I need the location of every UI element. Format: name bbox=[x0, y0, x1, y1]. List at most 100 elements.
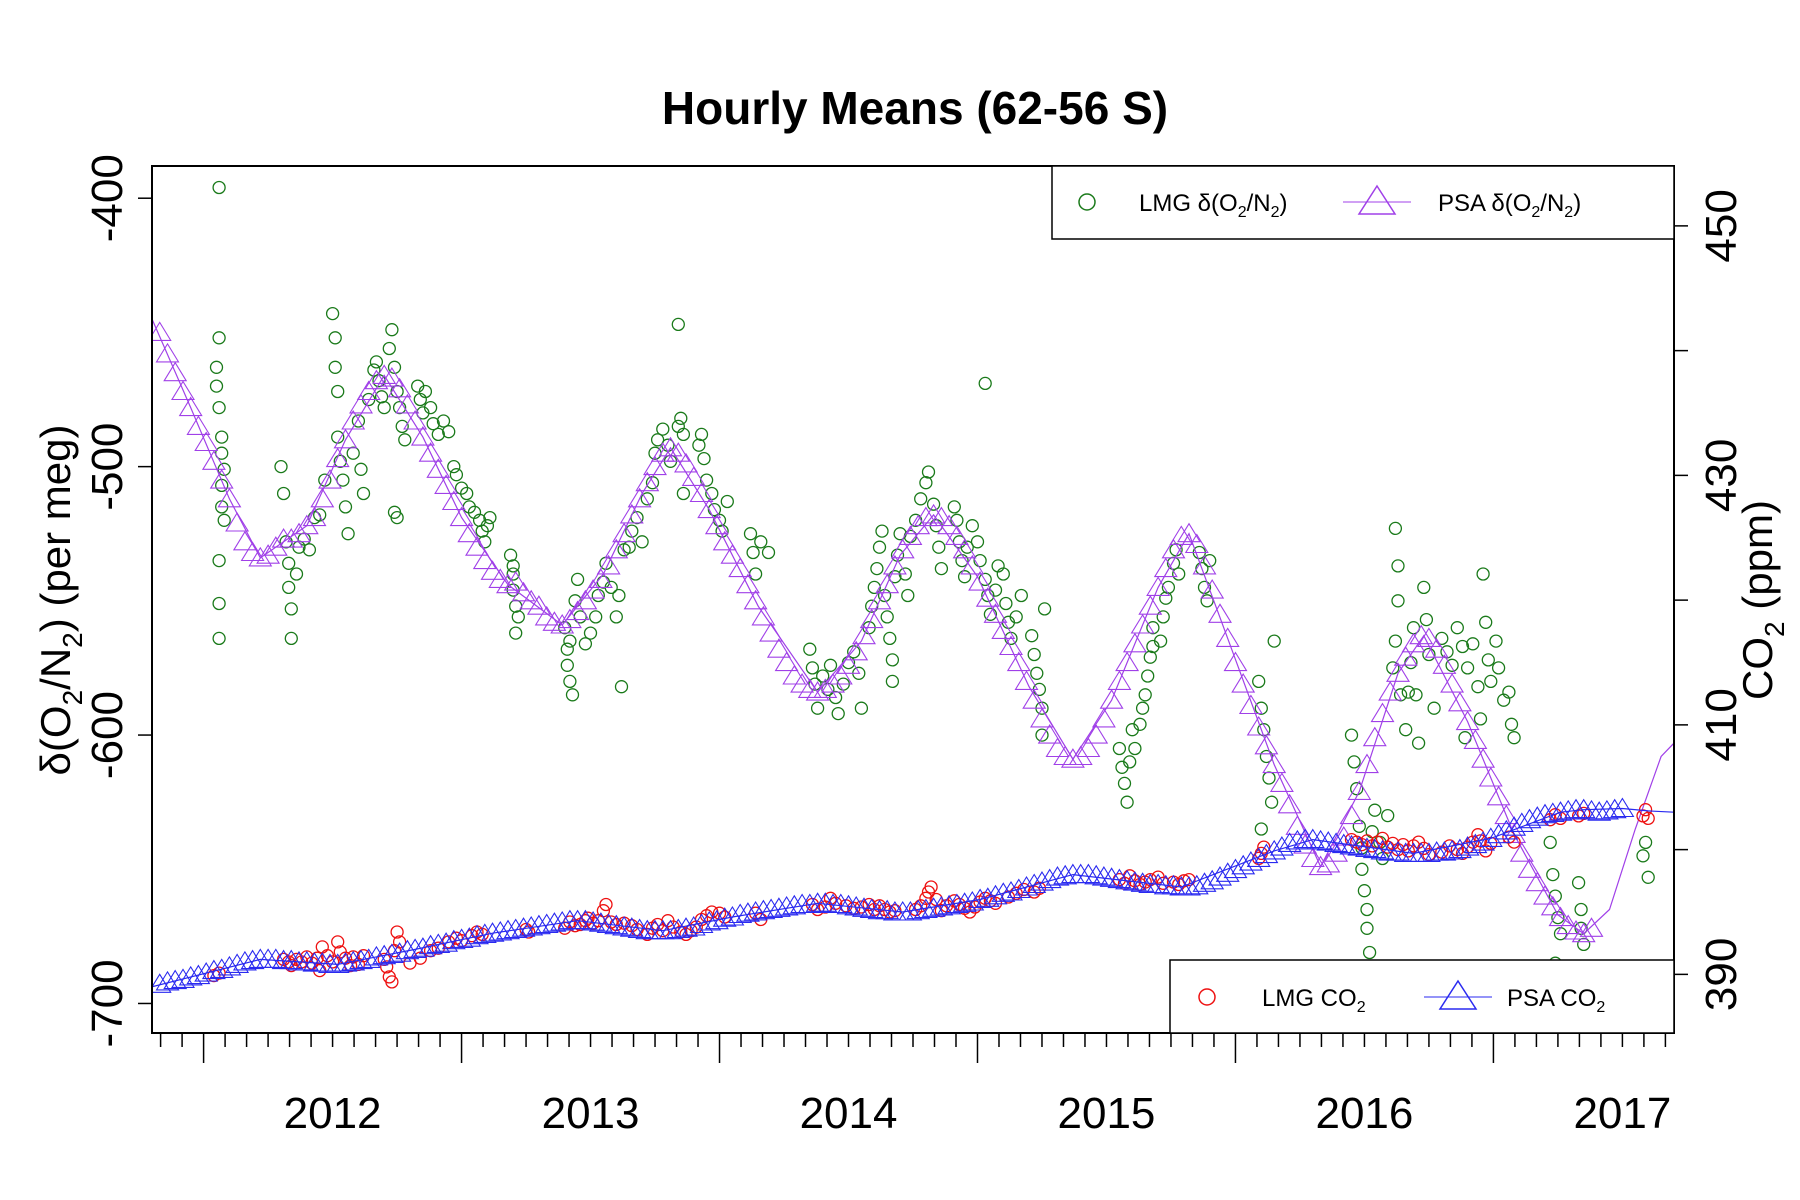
data-point bbox=[1427, 701, 1441, 715]
data-point bbox=[1035, 728, 1049, 742]
data-point bbox=[999, 880, 1023, 901]
data-point bbox=[449, 468, 464, 482]
data-point bbox=[294, 950, 319, 971]
data-point bbox=[392, 400, 407, 415]
data-point bbox=[1014, 588, 1028, 603]
data-point bbox=[1025, 629, 1039, 643]
data-point bbox=[212, 631, 226, 646]
data-point bbox=[1146, 621, 1160, 635]
data-point bbox=[563, 674, 577, 689]
data-point bbox=[1254, 701, 1268, 715]
data-point bbox=[354, 462, 368, 476]
data-point bbox=[983, 607, 998, 621]
data-point bbox=[1122, 632, 1147, 653]
data-point bbox=[1138, 688, 1152, 702]
data-point bbox=[578, 637, 593, 651]
data-point bbox=[565, 688, 580, 702]
data-point bbox=[1577, 937, 1591, 952]
data-point bbox=[449, 506, 474, 527]
y-left-tick-label: -400 bbox=[83, 154, 132, 242]
data-point bbox=[1169, 525, 1194, 545]
data-point bbox=[276, 486, 291, 501]
data-point bbox=[828, 893, 853, 914]
data-point bbox=[256, 544, 281, 564]
data-point bbox=[816, 669, 830, 683]
data-point bbox=[331, 430, 345, 444]
data-point bbox=[1543, 835, 1557, 850]
data-point bbox=[1153, 557, 1178, 578]
data-point bbox=[1388, 634, 1403, 648]
data-point bbox=[341, 527, 355, 541]
data-point bbox=[287, 522, 311, 543]
data-point bbox=[1195, 561, 1209, 576]
data-point bbox=[418, 384, 433, 399]
data-point bbox=[913, 898, 938, 919]
data-point bbox=[325, 447, 350, 468]
data-point bbox=[1416, 842, 1441, 862]
data-point bbox=[1360, 902, 1374, 917]
data-point bbox=[436, 414, 451, 428]
data-point bbox=[689, 913, 714, 934]
data-point bbox=[983, 884, 1008, 905]
data-point bbox=[774, 651, 799, 672]
data-point bbox=[1107, 670, 1132, 690]
data-point bbox=[509, 626, 523, 640]
data-point bbox=[782, 894, 807, 915]
data-point bbox=[890, 538, 915, 559]
data-point bbox=[557, 608, 582, 629]
data-point bbox=[983, 603, 1008, 623]
data-point bbox=[163, 361, 188, 382]
data-point bbox=[1479, 844, 1493, 858]
data-point bbox=[369, 355, 384, 369]
data-point bbox=[1417, 580, 1431, 595]
data-point bbox=[294, 514, 319, 535]
data-point bbox=[1159, 591, 1173, 605]
data-point bbox=[844, 895, 869, 916]
data-point bbox=[1450, 621, 1464, 635]
data-point bbox=[640, 492, 654, 506]
data-point bbox=[387, 377, 412, 398]
data-point bbox=[1517, 858, 1542, 878]
data-point bbox=[656, 422, 670, 436]
data-point bbox=[1525, 871, 1550, 892]
data-point bbox=[1223, 651, 1248, 672]
data-point bbox=[418, 442, 443, 462]
data-point bbox=[720, 494, 734, 509]
data-point bbox=[759, 898, 784, 919]
data-point bbox=[774, 895, 799, 916]
data-point bbox=[248, 546, 273, 567]
data-point bbox=[831, 706, 845, 721]
data-point bbox=[496, 573, 520, 594]
data-point bbox=[944, 525, 969, 545]
data-point bbox=[1184, 533, 1209, 554]
data-point bbox=[676, 486, 691, 501]
legend-lmg-o2-marker bbox=[1078, 193, 1096, 211]
series-5 bbox=[152, 807, 1674, 988]
data-point bbox=[506, 567, 520, 581]
data-point bbox=[689, 482, 714, 503]
data-point bbox=[1254, 734, 1279, 755]
data-point bbox=[1339, 804, 1364, 825]
data-point bbox=[403, 409, 428, 430]
data-point bbox=[1350, 782, 1364, 796]
data-point bbox=[836, 894, 861, 915]
data-point bbox=[1486, 785, 1511, 806]
data-point bbox=[901, 588, 915, 603]
data-point bbox=[1117, 776, 1132, 791]
data-point bbox=[1540, 895, 1565, 916]
data-point bbox=[782, 664, 807, 685]
data-point bbox=[728, 557, 753, 578]
data-point bbox=[1099, 689, 1124, 709]
data-point bbox=[212, 596, 226, 611]
data-point bbox=[209, 379, 224, 393]
data-point bbox=[356, 380, 381, 401]
data-point bbox=[999, 596, 1013, 611]
data-point bbox=[1355, 862, 1369, 876]
data-point bbox=[1156, 610, 1170, 624]
data-point bbox=[867, 580, 881, 595]
data-point bbox=[1471, 748, 1496, 768]
data-point bbox=[480, 519, 495, 533]
data-point bbox=[743, 589, 768, 610]
data-point bbox=[975, 587, 1000, 607]
data-point bbox=[1463, 729, 1488, 749]
